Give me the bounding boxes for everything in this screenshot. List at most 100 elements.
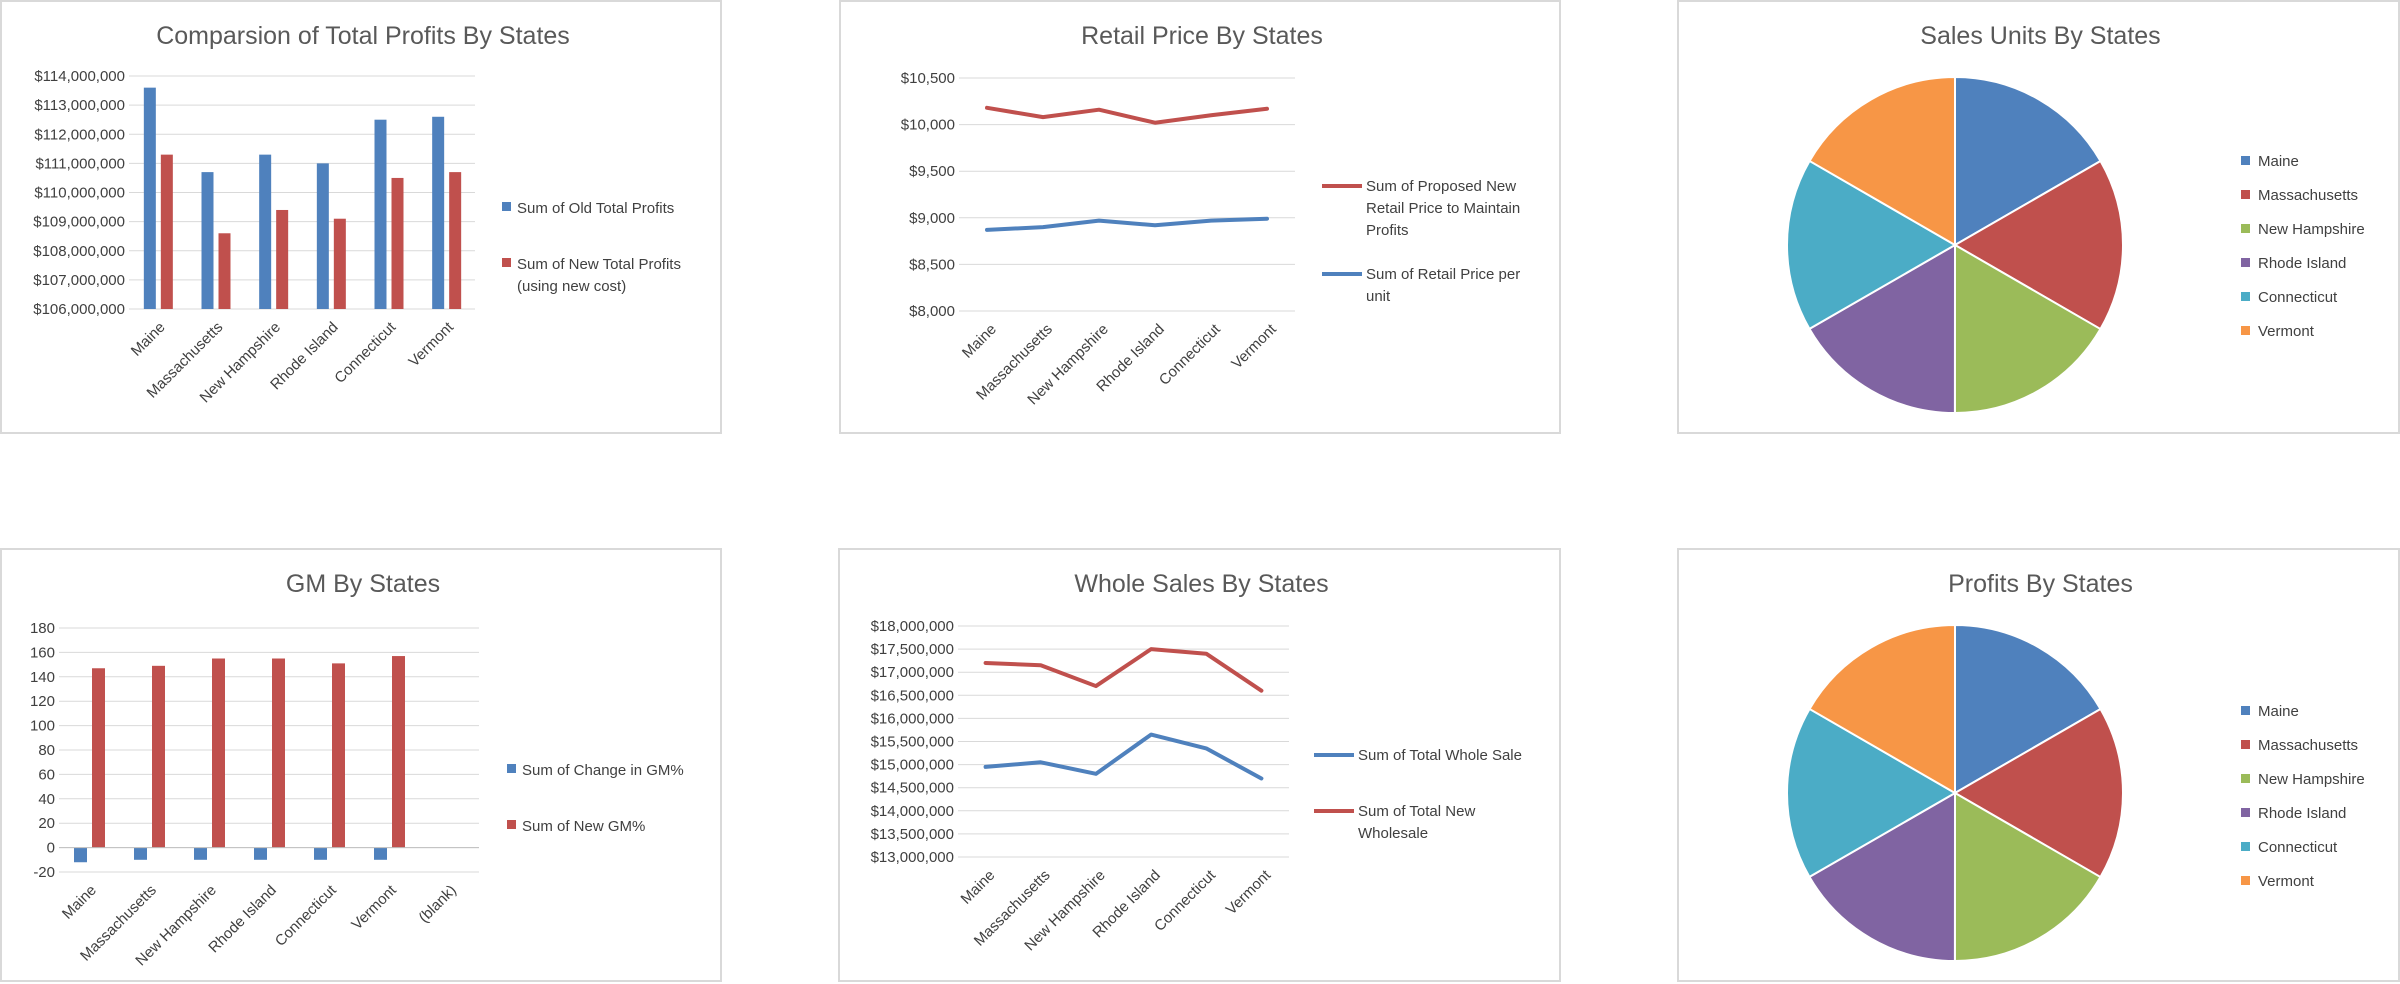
bar-1	[316, 163, 329, 309]
pie-slice	[1954, 75, 2102, 247]
legend-label: Massachusetts	[2258, 187, 2358, 204]
x-tick-label: Vermont	[405, 318, 457, 370]
chart-svg: Whole Sales By States $13,000,000 $13,500,…	[871, 570, 1522, 954]
chart-svg: GM By States -20 0 20 40 60 80 100 120 140 160 180 M…	[30, 570, 684, 969]
y-tick-label: 100	[30, 718, 55, 735]
x-tick-label: Connecticut	[331, 318, 400, 387]
bar-2	[218, 233, 231, 309]
pie-slice	[1786, 159, 1958, 331]
legend-swatch	[2241, 808, 2250, 817]
y-tick-label: 40	[38, 791, 55, 808]
y-tick-label: 20	[38, 815, 55, 832]
y-tick-label: 180	[30, 620, 55, 637]
bar-2	[449, 172, 462, 309]
legend-swatch	[507, 820, 516, 829]
chart-svg: Comparsion of Total Profits By States $10…	[33, 22, 681, 406]
y-tick-label: $17,500,000	[871, 641, 954, 658]
pie-slice	[1808, 243, 1957, 415]
legend-swatch	[2241, 156, 2250, 165]
legend-label: Sum of Total Whole Sale	[1358, 747, 1522, 764]
legend-swatch	[2241, 706, 2250, 715]
x-tick-label: Maine	[959, 321, 1000, 362]
legend-swatch	[2241, 224, 2250, 233]
legend-label: Vermont	[2258, 323, 2315, 340]
chart-title: Retail Price By States	[1081, 22, 1323, 50]
bar-1	[374, 847, 387, 860]
bar-2	[152, 665, 165, 848]
legend-swatch	[2241, 876, 2250, 885]
legend-label: Rhode Island	[2258, 255, 2346, 272]
y-tick-label: 160	[30, 644, 55, 661]
legend-swatch	[2241, 258, 2250, 267]
legend-label: Sum of Old Total Profits	[517, 200, 674, 217]
chart-title: Comparsion of Total Profits By States	[156, 22, 570, 50]
bar-1	[259, 154, 272, 309]
y-tick-label: $108,000,000	[33, 243, 125, 260]
pie-slice	[1953, 159, 2124, 331]
bar-1	[432, 116, 445, 310]
y-tick-label: $9,000	[909, 210, 955, 227]
y-tick-label: $8,500	[909, 256, 955, 273]
legend-label: Maine	[2258, 703, 2299, 720]
chart-title: Sales Units By States	[1920, 22, 2160, 50]
y-tick-label: 120	[30, 693, 55, 710]
y-tick-label: $113,000,000	[34, 97, 125, 114]
y-tick-label: 140	[30, 669, 55, 686]
y-tick-label: $109,000,000	[33, 214, 125, 231]
pie-slice	[1954, 623, 2102, 795]
bar-2	[160, 154, 173, 309]
y-tick-label: 80	[38, 742, 55, 759]
series-line-2	[983, 647, 1264, 693]
x-tick-label: Connecticut	[1156, 320, 1225, 389]
bar-1	[74, 847, 87, 863]
legend-label: Massachusetts	[2258, 737, 2358, 754]
y-tick-label: $112,000,000	[34, 126, 125, 143]
pie-slice	[1953, 791, 2102, 963]
legend-label: Connecticut	[2258, 289, 2338, 306]
legend-label: Sum of New Total Profits (using new cost)	[517, 256, 681, 295]
bar-1	[374, 119, 387, 309]
bar-2	[272, 658, 285, 848]
chart-panel-sales-units[interactable]: Sales Units By States Maine Massachusetts N…	[1677, 0, 2400, 434]
chart-panel-wholesale[interactable]: Whole Sales By States $13,000,000 $13,500,…	[838, 548, 1561, 982]
x-tick-label: Maine	[59, 882, 100, 923]
legend-swatch	[2241, 842, 2250, 851]
chart-panel-total-profits[interactable]: Comparsion of Total Profits By States $10…	[0, 0, 722, 434]
legend-label: Sum of Change in GM%	[522, 762, 684, 779]
chart-title: Whole Sales By States	[1074, 570, 1328, 598]
y-tick-label: $111,000,000	[35, 155, 125, 172]
y-tick-label: 60	[38, 766, 55, 783]
legend-swatch	[2241, 326, 2250, 335]
chart-svg: Retail Price By States $8,000 $8,500 $9,000…	[901, 22, 1520, 408]
legend-label: Sum of Retail Price per unit	[1366, 266, 1520, 305]
chart-title: GM By States	[286, 570, 440, 598]
bar-1	[201, 172, 214, 309]
y-tick-label: $16,000,000	[871, 710, 954, 727]
y-tick-label: $16,500,000	[871, 687, 954, 704]
legend-label: Sum of Proposed New Retail Price to Maint…	[1366, 178, 1520, 239]
y-tick-label: $17,000,000	[871, 664, 954, 681]
x-tick-label: Vermont	[1223, 866, 1275, 918]
x-tick-label: (blank)	[415, 882, 459, 926]
x-tick-label: Connecticut	[272, 881, 341, 950]
chart-panel-gm[interactable]: GM By States -20 0 20 40 60 80 100 120 140 160 180 M…	[0, 548, 722, 982]
chart-svg: Profits By States Maine Massachusetts New H…	[1786, 570, 2365, 963]
y-tick-label: $10,500	[901, 70, 955, 87]
legend-swatch	[502, 202, 511, 211]
y-tick-label: $13,000,000	[871, 849, 954, 866]
legend-label: Sum of New GM%	[522, 818, 645, 835]
legend-label: New Hampshire	[2258, 771, 2365, 788]
legend-swatch	[507, 764, 516, 773]
chart-panel-retail-price[interactable]: Retail Price By States $8,000 $8,500 $9,000…	[839, 0, 1561, 434]
legend-label: Vermont	[2258, 873, 2315, 890]
x-tick-label: Maine	[128, 319, 169, 360]
y-tick-label: $15,000,000	[871, 757, 954, 774]
chart-svg: Sales Units By States Maine Massachusetts N…	[1786, 22, 2365, 415]
pie-slice	[1953, 707, 2124, 879]
chart-panel-profits-pie[interactable]: Profits By States Maine Massachusetts New H…	[1677, 548, 2400, 982]
legend-swatch	[2241, 740, 2250, 749]
bar-2	[332, 663, 345, 848]
y-tick-label: $18,000,000	[871, 618, 954, 635]
y-tick-label: $14,000,000	[871, 803, 954, 820]
x-tick-label: Maine	[957, 867, 998, 908]
